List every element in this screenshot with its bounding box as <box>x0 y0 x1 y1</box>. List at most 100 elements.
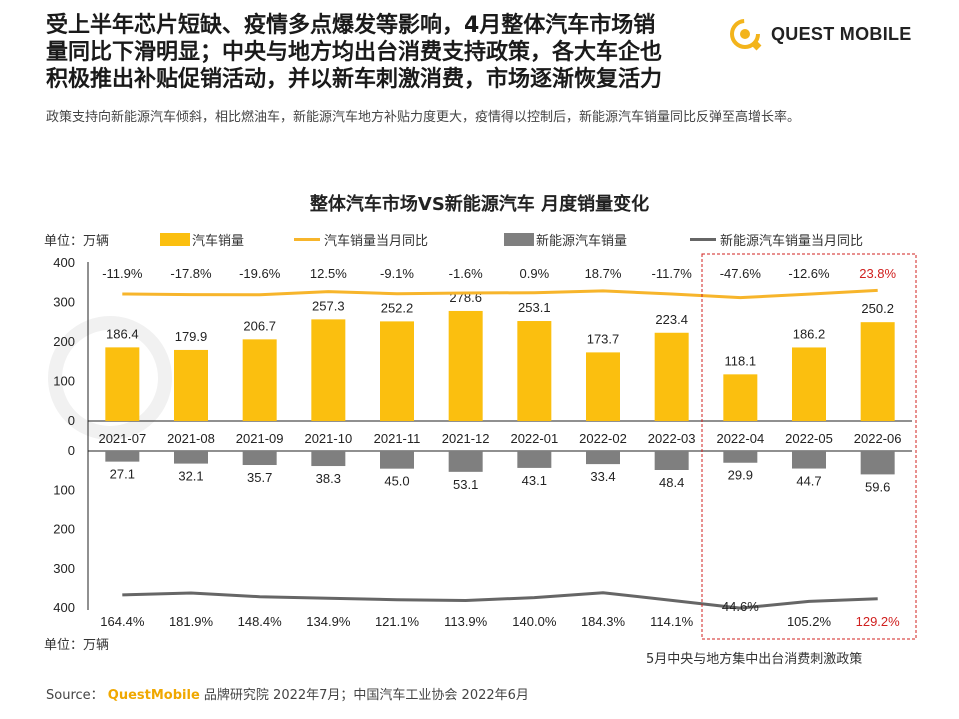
total-sales-bar <box>586 352 620 421</box>
nev-yoy-value-label: 148.4% <box>238 614 283 629</box>
subtitle: 政策支持向新能源汽车倾斜，相比燃油车，新能源汽车地方补贴力度更大，疫情得以控制后… <box>46 110 801 125</box>
nev-sales-value-label: 38.3 <box>316 471 341 486</box>
total-sales-value-label: 223.4 <box>655 312 688 327</box>
nev-sales-value-label: 33.4 <box>590 469 615 484</box>
total-sales-value-label: 186.4 <box>106 326 139 341</box>
nev-yoy-value-label: 140.0% <box>512 614 557 629</box>
nev-sales-value-label: 43.1 <box>522 473 547 488</box>
x-category-label: 2021-10 <box>304 431 352 446</box>
nev-sales-value-label: 48.4 <box>659 475 684 490</box>
total-sales-bar <box>242 339 277 421</box>
y-tick-label-bottom: 0 <box>68 443 75 458</box>
total-yoy-line <box>122 288 878 300</box>
y-tick-label-bottom: 100 <box>53 482 75 497</box>
total-sales-bar <box>311 319 346 421</box>
nev-yoy-value-label: 164.4% <box>100 614 145 629</box>
nev-yoy-value-label: 44.6% <box>722 599 759 614</box>
total-sales-bar <box>792 347 826 421</box>
source-rest: 品牌研究院 2022年7月；中国汽车工业协会 2022年6月 <box>203 688 529 703</box>
total-sales-value-label: 206.7 <box>243 318 276 333</box>
nev-yoy-line <box>122 591 878 610</box>
legend-label-total-yoy: 汽车销量当月同比 <box>324 234 429 249</box>
total-sales-bar <box>174 349 208 421</box>
questmobile-logo-icon <box>730 19 762 51</box>
total-yoy-value-label: 12.5% <box>310 266 347 281</box>
policy-note: 5月中央与地方集中出台消费刺激政策 <box>646 652 863 667</box>
y-tick-label-top: 300 <box>53 295 75 310</box>
total-sales-value-label: 250.2 <box>861 301 894 316</box>
source-brand: QuestMobile <box>107 688 200 703</box>
x-category-label: 2021-09 <box>236 431 284 446</box>
total-sales-bar <box>105 347 140 421</box>
x-category-label: 2022-06 <box>854 431 902 446</box>
unit-label-top: 单位：万辆 <box>44 234 110 249</box>
nev-sales-bar <box>380 451 414 469</box>
nev-sales-bar <box>105 451 140 462</box>
x-category-label: 2021-12 <box>442 431 490 446</box>
nev-yoy-value-label: 181.9% <box>169 614 214 629</box>
source-line: Source： QuestMobile 品牌研究院 2022年7月；中国汽车工业… <box>46 684 529 703</box>
total-sales-value-label: 118.1 <box>725 353 757 368</box>
y-tick-label-top: 0 <box>68 413 75 428</box>
total-yoy-value-label: -11.9% <box>102 266 143 281</box>
nev-sales-value-label: 45.0 <box>384 474 409 489</box>
nev-sales-bar <box>792 451 826 469</box>
x-category-label: 2021-07 <box>98 431 146 446</box>
legend-item-total-sales: 汽车销量 <box>160 230 244 249</box>
x-category-label: 2022-03 <box>648 431 696 446</box>
total-yoy-value-label: -47.6% <box>720 266 762 281</box>
nev-yoy-value-label: 129.2% <box>856 614 901 629</box>
y-tick-label-top: 400 <box>53 255 75 270</box>
total-yoy-value-label: -11.7% <box>652 266 693 281</box>
watermark-icon <box>48 316 172 440</box>
total-yoy-value-label: -19.6% <box>239 266 281 281</box>
total-sales-bar <box>654 332 689 421</box>
total-sales-value-label: 253.1 <box>518 300 551 315</box>
nev-sales-bar <box>586 451 620 465</box>
x-category-label: 2022-05 <box>785 431 833 446</box>
total-yoy-value-label: -9.1% <box>380 266 414 281</box>
total-sales-value-label: 173.7 <box>587 331 620 346</box>
legend-item-nev-sales: 新能源汽车销量 <box>504 230 627 249</box>
y-tick-label-bottom: 400 <box>53 600 75 615</box>
x-category-label: 2021-11 <box>374 431 421 446</box>
legend-swatch-nev-yoy <box>690 238 716 241</box>
nev-yoy-value-label: 113.9% <box>444 614 488 629</box>
chart-title: 整体汽车市场VS新能源汽车 月度销量变化 <box>309 194 650 215</box>
headline-line-3: 积极推出补贴促销活动，并以新车刺激消费，市场逐渐恢复活力 <box>46 67 663 92</box>
nev-sales-bar <box>311 451 346 467</box>
total-yoy-value-label: 18.7% <box>585 266 622 281</box>
headline-line-1: 受上半年芯片短缺、疫情多点爆发等影响，4月整体汽车市场销 <box>46 13 656 38</box>
legend-item-nev-yoy: 新能源汽车销量当月同比 <box>690 230 863 249</box>
brand-name: QUEST MOBILE <box>771 23 912 44</box>
total-sales-value-label: 257.3 <box>312 298 345 313</box>
total-sales-bar <box>860 322 895 421</box>
nev-sales-value-label: 27.1 <box>110 467 135 482</box>
total-sales-bar <box>380 321 414 421</box>
nev-sales-value-label: 53.1 <box>453 477 478 492</box>
nev-sales-value-label: 32.1 <box>178 469 203 484</box>
headline-line-2: 量同比下滑明显；中央与地方均出台消费支持政策，各大车企也 <box>46 40 663 65</box>
x-category-label: 2022-02 <box>579 431 627 446</box>
legend-swatch-total-yoy <box>294 238 320 241</box>
y-tick-label-top: 100 <box>53 374 75 389</box>
highlight-box <box>701 253 917 640</box>
x-category-label: 2021-08 <box>167 431 215 446</box>
y-tick-label-bottom: 300 <box>53 561 75 576</box>
total-sales-value-label: 186.2 <box>793 326 826 341</box>
total-sales-bar <box>723 374 758 421</box>
x-category-label: 2022-04 <box>716 431 764 446</box>
total-sales-value-label: 252.2 <box>381 300 414 315</box>
brand-logo: QUEST MOBILE <box>727 16 912 52</box>
nev-sales-bar <box>517 451 552 468</box>
nev-sales-value-label: 59.6 <box>865 479 890 494</box>
total-yoy-value-label: 23.8% <box>859 266 896 281</box>
total-sales-value-label: 179.9 <box>175 329 208 344</box>
legend-swatch-nev-sales <box>504 233 534 246</box>
total-yoy-value-label: -1.6% <box>449 266 483 281</box>
nev-sales-value-label: 44.7 <box>796 474 821 489</box>
legend-swatch-total-sales <box>160 233 190 246</box>
total-yoy-value-label: -12.6% <box>788 266 830 281</box>
source-prefix: Source： <box>46 688 104 703</box>
